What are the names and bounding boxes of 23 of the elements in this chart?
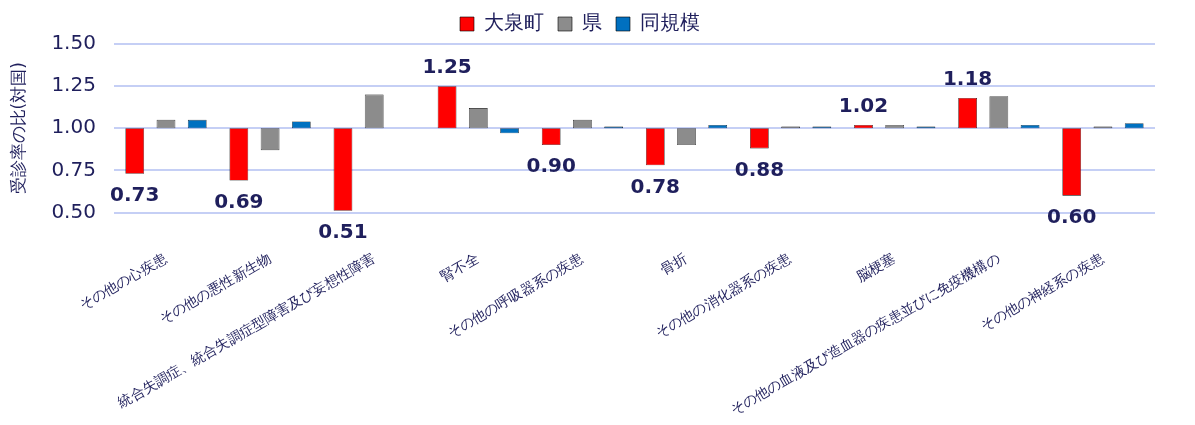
data-label: 0.60 — [1047, 203, 1097, 228]
x-tick-label: 骨折 — [657, 249, 690, 278]
data-label: 0.78 — [630, 173, 680, 198]
data-label: 0.73 — [110, 181, 160, 206]
x-tick-label: 腎不全 — [437, 249, 482, 285]
data-label: 0.88 — [734, 156, 785, 181]
legend-label: 大泉町 — [484, 10, 544, 35]
y-tick-label: 0.50 — [51, 198, 96, 223]
y-axis-title: 受診率の比(対国) — [7, 62, 28, 195]
data-label: 1.25 — [422, 54, 472, 79]
legend-label: 県 — [582, 10, 602, 35]
x-tick-label: 脳梗塞 — [853, 249, 899, 285]
data-label: 1.18 — [942, 66, 993, 91]
y-tick-label: 1.50 — [51, 30, 96, 55]
legend-label: 同規模 — [640, 10, 700, 35]
data-label: 0.51 — [318, 219, 368, 244]
y-tick-label: 0.75 — [51, 156, 96, 181]
y-tick-label: 1.25 — [51, 72, 96, 97]
data-label: 0.69 — [214, 188, 264, 213]
y-tick-label: 1.00 — [51, 114, 96, 139]
data-label: 0.90 — [526, 153, 576, 178]
x-tick-label: その他の心疾患 — [76, 249, 170, 313]
data-label: 1.02 — [838, 93, 889, 118]
